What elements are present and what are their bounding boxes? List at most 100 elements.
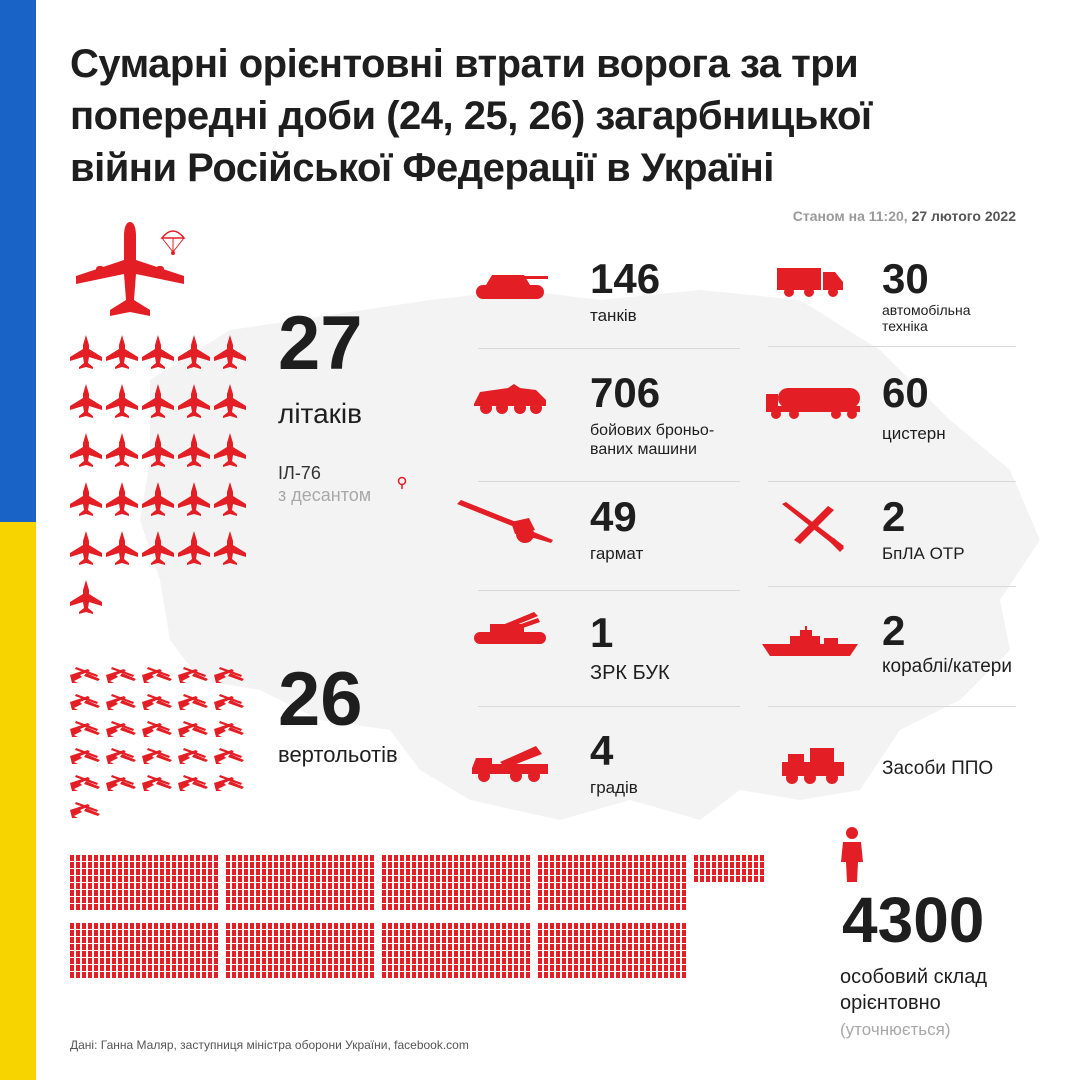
page-title: Сумарні орієнтовні втрати ворога за три …: [70, 38, 1050, 194]
personnel-figure-block: [226, 855, 374, 910]
helicopter-icon: [70, 802, 100, 818]
artillery-gun-icon: [457, 500, 553, 543]
fighter-jet-icon: [214, 433, 246, 467]
helicopter-label: вертольотів: [278, 742, 398, 767]
fighter-jet-icon: [178, 433, 210, 467]
helicopter-icon: [70, 775, 100, 791]
divider: [768, 481, 1016, 482]
helicopter-icon: [106, 667, 136, 683]
personnel-label-line2: орієнтовно: [840, 992, 941, 1014]
divider: [768, 586, 1016, 587]
helicopter-icon: [178, 775, 208, 791]
aircraft-count: 27: [278, 301, 363, 386]
fighter-jet-icon: [70, 531, 102, 565]
artillery-label: гармат: [590, 544, 644, 563]
helicopter-icon: [214, 694, 244, 710]
buk-count: 1: [590, 609, 614, 656]
ifv-label-line2: ваних машини: [590, 441, 697, 458]
fighter-jet-icon: [70, 384, 102, 418]
tankers-count: 60: [882, 369, 929, 416]
buk-missile-system-icon: [474, 612, 546, 644]
helicopter-icon: [214, 721, 244, 737]
helicopter-icon: [178, 721, 208, 737]
personnel-figure-block: [382, 923, 530, 978]
personnel-figure-block: [382, 855, 530, 910]
helicopter-icon: [70, 721, 100, 737]
fighter-jet-icon: [70, 580, 102, 614]
helicopter-icon: [214, 748, 244, 764]
fighter-jet-icon: [142, 335, 174, 369]
fighter-jet-icon: [142, 384, 174, 418]
truck-icon: [777, 268, 843, 297]
helicopter-icon: [142, 775, 172, 791]
warship-icon: [762, 626, 858, 656]
air-defense-icon: [782, 748, 844, 784]
fighter-jet-icon: [142, 531, 174, 565]
fighter-jet-icon: [214, 482, 246, 516]
fighter-jet-icon: [142, 482, 174, 516]
helicopter-icon: [106, 748, 136, 764]
armored-vehicle-icon: [474, 384, 546, 414]
ifv-count: 706: [590, 369, 661, 416]
ships-count: 2: [882, 607, 906, 654]
divider: [478, 590, 740, 591]
trucks-label-line2: техніка: [882, 318, 928, 334]
fighter-jet-icon: [106, 384, 138, 418]
as-of-timestamp: Станом на 11:20, 27 лютого 2022: [793, 208, 1016, 224]
helicopter-count: 26: [278, 657, 363, 742]
divider: [478, 706, 740, 707]
tanks-label: танків: [590, 306, 637, 325]
helicopter-icon: [178, 667, 208, 683]
divider: [768, 346, 1016, 347]
helicopter-icon: [142, 694, 172, 710]
helicopter-icon: [214, 667, 244, 683]
grad-count: 4: [590, 727, 614, 774]
fighter-jets-grid: [70, 335, 246, 614]
tank-icon: [476, 275, 548, 299]
fighter-jet-icon: [70, 335, 102, 369]
divider: [478, 348, 740, 349]
fighter-jet-icon: [142, 433, 174, 467]
il76-transport-plane-icon: [76, 222, 184, 316]
parachute-marker-icon: [397, 476, 407, 489]
fighter-jet-icon: [178, 335, 210, 369]
personnel-label-line1: особовий склад: [840, 966, 988, 988]
drone-icon: [782, 502, 844, 552]
helicopter-icon: [178, 694, 208, 710]
title-line-2: попередні доби (24, 25, 26) загарбницько…: [70, 94, 872, 138]
fighter-jet-icon: [70, 433, 102, 467]
il76-note-line1: ІЛ-76: [278, 463, 321, 483]
ukraine-flag-blue-stripe: [0, 0, 36, 522]
helicopter-icon: [142, 748, 172, 764]
ifv-label-line1: бойових броньо-: [590, 422, 715, 439]
helicopter-icon: [142, 721, 172, 737]
aircraft-label: літаків: [278, 398, 362, 429]
personnel-figures-grid: [70, 855, 764, 978]
helicopter-icon: [142, 667, 172, 683]
personnel-count: 4300: [842, 884, 985, 956]
helicopter-icon: [70, 694, 100, 710]
fighter-jet-icon: [214, 335, 246, 369]
il76-note-line2: з десантом: [278, 485, 372, 505]
fighter-jet-icon: [106, 482, 138, 516]
fighter-jet-icon: [214, 384, 246, 418]
divider: [768, 706, 1016, 707]
grad-label: градів: [590, 778, 638, 797]
tankers-label: цистерн: [882, 424, 946, 443]
helicopter-icon: [178, 748, 208, 764]
trucks-count: 30: [882, 255, 929, 302]
source-note: Дані: Ганна Маляр, заступниця міністра о…: [70, 1038, 469, 1052]
ships-label: кораблі/катери: [882, 656, 1012, 677]
uav-label: БпЛА ОТР: [882, 544, 965, 563]
divider: [478, 481, 740, 482]
helicopter-icon: [70, 748, 100, 764]
fighter-jet-icon: [178, 531, 210, 565]
helicopter-icon: [106, 694, 136, 710]
fuel-tanker-icon: [766, 388, 860, 419]
fighter-jet-icon: [106, 433, 138, 467]
personnel-figure-block: [70, 923, 218, 978]
grad-rocket-launcher-icon: [472, 746, 548, 782]
fighter-jet-icon: [214, 531, 246, 565]
soldier-icon: [841, 827, 863, 882]
